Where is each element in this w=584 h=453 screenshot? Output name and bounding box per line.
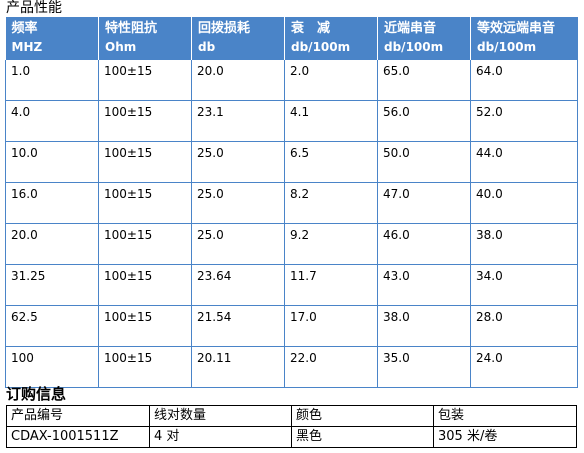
table-cell: 20.0 [191,60,285,101]
table-cell: 50.0 [377,141,471,183]
table-cell: 31.25 [5,264,99,306]
table-cell: 16.0 [5,182,99,224]
table-cell: 25.0 [191,223,285,265]
table-cell: 46.0 [377,223,471,265]
table-cell: 25.0 [191,182,285,224]
header-impedance: 特性阻抗 Ohm [98,17,192,60]
table-cell: 100±15 [98,223,192,265]
table-cell: 52.0 [470,100,578,142]
table-cell: 47.0 [377,182,471,224]
table-cell: 21.54 [191,305,285,347]
table-cell: 23.64 [191,264,285,306]
table-cell: 100±15 [98,182,192,224]
table-row: 16.0 100±15 25.0 8.2 47.0 40.0 [5,182,578,224]
table-cell: 38.0 [470,223,578,265]
table-cell: 38.0 [377,305,471,347]
order-header-row: 产品编号 线对数量 颜色 包装 [6,405,577,427]
table-cell: 17.0 [284,305,378,347]
order-header-pair-count: 线对数量 [149,405,292,427]
order-pair-count: 4 对 [149,426,292,448]
table-row: 20.0 100±15 25.0 9.2 46.0 38.0 [5,223,578,265]
table-cell: 24.0 [470,346,578,388]
order-table: 产品编号 线对数量 颜色 包装 CDAX-1001511Z 4 对 黑色 305… [6,405,577,448]
header-next: 近端串音 db/100m [377,17,471,60]
table-cell: 2.0 [284,60,378,101]
table-cell: 100±15 [98,100,192,142]
table-cell: 40.0 [470,182,578,224]
table-cell: 100±15 [98,60,192,101]
header-elfext: 等效远端串音 db/100m [470,17,578,60]
order-header-color: 颜色 [291,405,434,427]
order-title: 订购信息 [6,385,67,403]
table-cell: 56.0 [377,100,471,142]
performance-header-row: 频率 MHZ 特性阻抗 Ohm 回拨损耗 db 衰 减 db/100m 近端串音 db/1… [5,17,578,60]
table-cell: 100±15 [98,346,192,388]
table-cell: 9.2 [284,223,378,265]
order-packaging: 305 米/卷 [433,426,577,448]
header-frequency: 频率 MHZ [5,17,99,60]
table-cell: 1.0 [5,60,99,101]
table-cell: 4.1 [284,100,378,142]
table-cell: 100±15 [98,305,192,347]
order-product-code: CDAX-1001511Z [6,426,150,448]
table-cell: 28.0 [470,305,578,347]
table-cell: 11.7 [284,264,378,306]
table-cell: 10.0 [5,141,99,183]
header-attenuation: 衰 减 db/100m [284,17,378,60]
table-cell: 4.0 [5,100,99,142]
table-cell: 6.5 [284,141,378,183]
table-cell: 20.0 [5,223,99,265]
table-cell: 43.0 [377,264,471,306]
order-header-product-code: 产品编号 [6,405,150,427]
table-row: 10.0 100±15 25.0 6.5 50.0 44.0 [5,141,578,183]
table-row: 4.0 100±15 23.1 4.1 56.0 52.0 [5,100,578,142]
table-cell: 25.0 [191,141,285,183]
table-row: 100 100±15 20.11 22.0 35.0 24.0 [5,346,578,388]
table-cell: 62.5 [5,305,99,347]
table-cell: 44.0 [470,141,578,183]
table-cell: 23.1 [191,100,285,142]
table-row: 31.25 100±15 23.64 11.7 43.0 34.0 [5,264,578,306]
performance-table: 频率 MHZ 特性阻抗 Ohm 回拨损耗 db 衰 减 db/100m 近端串音 db/1… [5,17,578,388]
table-cell: 65.0 [377,60,471,101]
table-cell: 20.11 [191,346,285,388]
table-cell: 64.0 [470,60,578,101]
header-return-loss: 回拨损耗 db [191,17,285,60]
order-header-packaging: 包装 [433,405,577,427]
table-row: 1.0 100±15 20.0 2.0 65.0 64.0 [5,60,578,101]
table-cell: 100±15 [98,141,192,183]
table-row: 62.5 100±15 21.54 17.0 38.0 28.0 [5,305,578,347]
table-cell: 22.0 [284,346,378,388]
table-cell: 35.0 [377,346,471,388]
order-row: CDAX-1001511Z 4 对 黑色 305 米/卷 [6,426,577,448]
table-cell: 34.0 [470,264,578,306]
table-cell: 8.2 [284,182,378,224]
table-cell: 100 [5,346,99,388]
table-cell: 100±15 [98,264,192,306]
order-color: 黑色 [291,426,434,448]
performance-title: 产品性能 [6,0,62,16]
